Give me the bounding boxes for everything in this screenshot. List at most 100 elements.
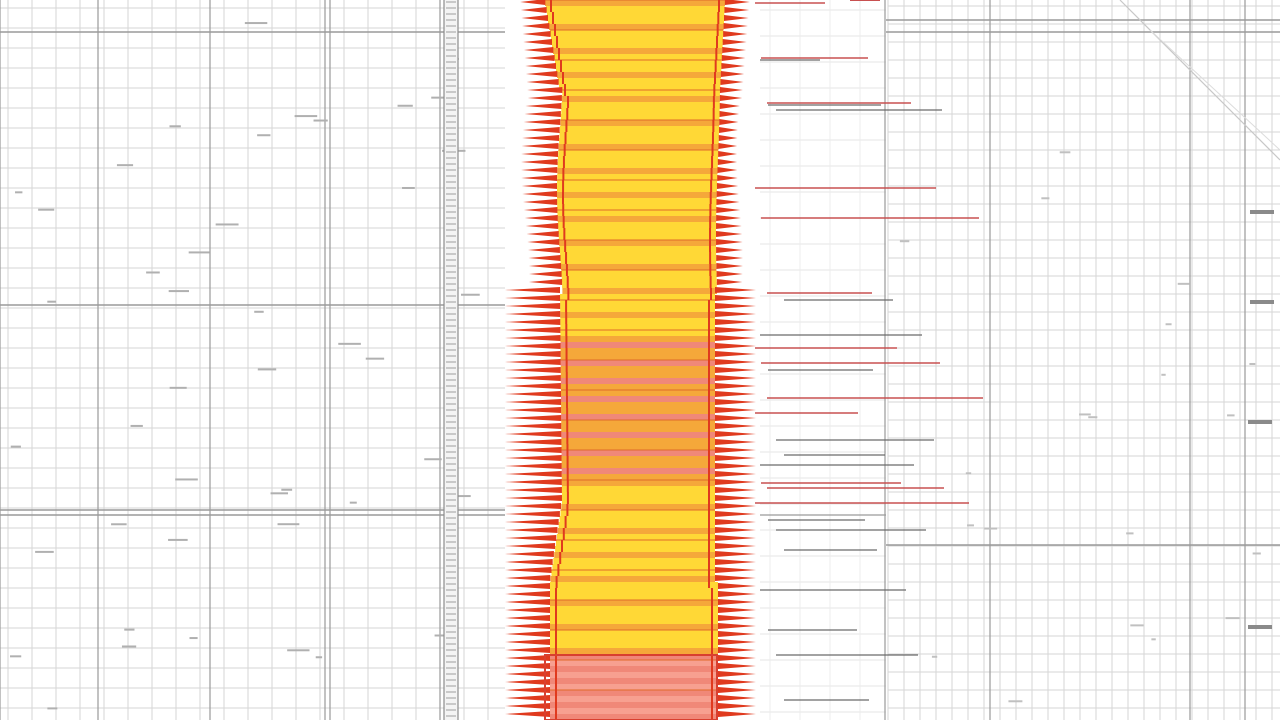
arrow-left (525, 103, 562, 109)
band-stripe (548, 18, 724, 24)
arrow-left (523, 119, 561, 125)
arrow-left (505, 463, 562, 469)
small-mark (460, 293, 480, 296)
band-stripe (550, 702, 718, 708)
band-stripe (550, 576, 715, 582)
band-stripe (561, 396, 715, 402)
arrow-right (716, 183, 739, 189)
small-mark (121, 645, 137, 648)
arrow-right (715, 407, 756, 413)
arrow-right (717, 159, 738, 165)
vertical-ruler (443, 0, 459, 720)
right-mark (1250, 300, 1274, 304)
arrow-left (528, 263, 562, 269)
arrow-right (716, 199, 740, 205)
arrow-left (505, 615, 550, 621)
small-mark (257, 368, 277, 371)
arrow-right (718, 695, 756, 701)
small-mark (215, 223, 239, 226)
band-stripe (562, 288, 718, 294)
small-mark (116, 164, 134, 167)
arrow-right (715, 383, 756, 389)
band-stripe (552, 564, 715, 570)
arrow-right (719, 103, 740, 109)
band-stripe (560, 348, 715, 354)
small-mark (1130, 624, 1144, 627)
arrow-left (505, 391, 561, 397)
arrow-right (716, 207, 741, 213)
arrow-right (718, 663, 756, 669)
arrow-left (520, 7, 547, 13)
small-mark (277, 523, 300, 526)
arrow-right (715, 431, 756, 437)
arrow-right (719, 95, 743, 101)
band-stripe (561, 498, 715, 504)
right-mark (1248, 420, 1272, 424)
band-stripe (560, 114, 720, 120)
band-stripe (550, 624, 718, 630)
arrow-left (520, 0, 546, 5)
arrow-right (718, 591, 756, 597)
band-stripe (561, 108, 720, 114)
small-mark (1165, 323, 1172, 326)
arrow-right (724, 7, 750, 13)
arrow-right (715, 335, 756, 341)
small-mark (424, 458, 442, 461)
band-stripe (553, 48, 723, 54)
arrow-left (505, 343, 561, 349)
band-bottom-outline (544, 654, 718, 720)
band-stripe (550, 612, 718, 618)
small-mark (169, 125, 181, 128)
arrow-left (505, 551, 554, 557)
arrow-left (505, 503, 562, 509)
arrow-right (716, 279, 743, 285)
arrow-right (715, 327, 756, 333)
arrow-left (505, 471, 562, 477)
arrow-left (505, 655, 550, 661)
band-stripe (557, 204, 717, 210)
band-stripe (559, 126, 720, 132)
small-mark (1059, 151, 1071, 154)
arrow-right (718, 151, 738, 157)
arrow-left (505, 543, 556, 549)
arrow-left (505, 303, 561, 309)
arrow-right (719, 119, 739, 125)
arrow-right (718, 655, 756, 661)
small-mark (47, 300, 57, 303)
arrow-right (715, 319, 756, 325)
small-mark (1227, 414, 1235, 417)
small-mark (10, 655, 22, 658)
diagonal-line (1119, 0, 1280, 161)
band-stripe (550, 696, 718, 702)
arrow-left (522, 31, 551, 37)
band-stripe (560, 300, 715, 306)
small-mark (397, 104, 413, 107)
band-stripe (550, 588, 718, 594)
arrow-left (528, 279, 563, 285)
band-stripe (547, 12, 725, 18)
arrow-left (521, 167, 558, 173)
band-stripe (560, 252, 717, 258)
small-mark (124, 628, 135, 631)
arrow-right (718, 647, 756, 653)
small-mark (1161, 373, 1166, 376)
arrow-left (505, 287, 560, 293)
arrow-right (723, 31, 748, 37)
arrow-right (715, 423, 756, 429)
arrow-right (715, 527, 756, 533)
band-stripe (561, 426, 715, 432)
band-stripe (557, 174, 718, 180)
arrow-right (718, 583, 756, 589)
small-mark (1126, 532, 1134, 535)
arrow-left (505, 447, 562, 453)
arrow-left (505, 399, 562, 405)
arrow-right (719, 111, 740, 117)
small-mark (189, 637, 198, 640)
arrow-left (505, 295, 561, 301)
arrow-left (521, 159, 558, 165)
band-stripe (550, 636, 718, 642)
arrow-right (716, 255, 743, 261)
arrow-right (718, 631, 756, 637)
arrow-right (715, 295, 756, 301)
